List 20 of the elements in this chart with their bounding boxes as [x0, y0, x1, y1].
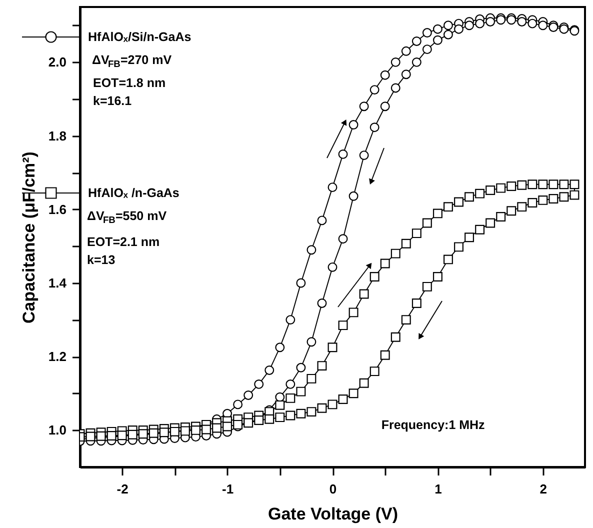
y-tick-label: 1.8 [48, 128, 66, 144]
y-tick-label: 2.0 [48, 54, 66, 70]
x-tick-label: -1 [222, 482, 234, 496]
annotation: Frequency:1 MHz [381, 418, 485, 432]
annotation: k=16.1 [93, 94, 132, 108]
annotation: k=13 [87, 253, 116, 267]
legend-label: HfAlOₓ/Si/n-GaAs [88, 30, 192, 44]
x-tick-label: 1 [434, 482, 442, 496]
y-tick-label: 1.4 [48, 276, 68, 290]
y-axis-title: Capacitance (μF/cm²) [19, 152, 38, 324]
y-tick-label: 1.2 [48, 349, 66, 364]
y-tick-label: 1.6 [48, 202, 66, 217]
annotation: EOT=1.8 nm [93, 76, 166, 90]
annotation: EOT=2.1 nm [87, 235, 160, 249]
y-tick-label: 1.0 [48, 422, 66, 438]
x-tick-label: 0 [329, 482, 337, 496]
legend-label: HfAlOₓ /n-GaAs [88, 186, 180, 200]
x-tick-label: -2 [116, 482, 128, 496]
x-tick-label: 2 [540, 482, 548, 496]
x-axis-title: Gate Voltage (V) [268, 504, 398, 524]
